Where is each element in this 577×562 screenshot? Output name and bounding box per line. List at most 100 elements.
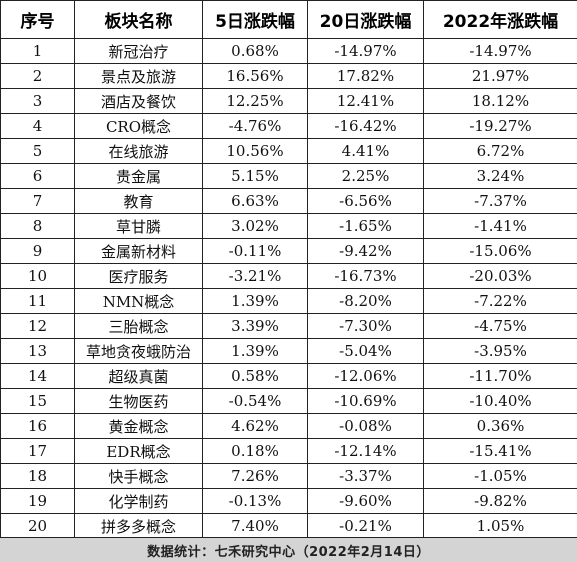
row-index-cell: 16 [0, 413, 75, 439]
change-20day-cell: -5.04% [307, 338, 424, 364]
change-5day-cell: 1.39% [202, 338, 308, 364]
row-index-cell: 14 [0, 363, 75, 389]
change-ytd-cell: -10.40% [423, 388, 577, 414]
row-index-cell: 2 [0, 63, 75, 89]
change-ytd-cell: -15.06% [423, 238, 577, 264]
row-index-cell: 7 [0, 188, 75, 214]
sector-name-cell: 黄金概念 [74, 413, 203, 439]
table-row: 18 快手概念 7.26% -3.37% -1.05% [0, 463, 577, 489]
change-5day-cell: 10.56% [202, 138, 308, 164]
row-index-cell: 5 [0, 138, 75, 164]
change-5day-cell: 7.26% [202, 463, 308, 489]
table-row: 4 CRO概念 -4.76% -16.42% -19.27% [0, 113, 577, 139]
sector-name-cell: 超级真菌 [74, 363, 203, 389]
row-index-cell: 11 [0, 288, 75, 314]
header-20day-change: 20日涨跌幅 [307, 0, 424, 39]
table-row: 1 新冠治疗 0.68% -14.97% -14.97% [0, 38, 577, 64]
change-20day-cell: -8.20% [307, 288, 424, 314]
change-5day-cell: 5.15% [202, 163, 308, 189]
change-20day-cell: -12.06% [307, 363, 424, 389]
table-row: 20 拼多多概念 7.40% -0.21% 1.05% [0, 513, 577, 539]
change-ytd-cell: -9.82% [423, 488, 577, 514]
table-row: 6 贵金属 5.15% 2.25% 3.24% [0, 163, 577, 189]
change-20day-cell: -0.21% [307, 513, 424, 539]
sector-name-cell: 医疗服务 [74, 263, 203, 289]
table-row: 14 超级真菌 0.58% -12.06% -11.70% [0, 363, 577, 389]
sector-name-cell: NMN概念 [74, 288, 203, 314]
change-ytd-cell: 1.05% [423, 513, 577, 539]
change-5day-cell: 4.62% [202, 413, 308, 439]
change-ytd-cell: 3.24% [423, 163, 577, 189]
data-source-footer: 数据统计：七禾研究中心（2022年2月14日） [0, 537, 577, 562]
table-row: 5 在线旅游 10.56% 4.41% 6.72% [0, 138, 577, 164]
row-index-cell: 9 [0, 238, 75, 264]
header-5day-change: 5日涨跌幅 [202, 0, 308, 39]
change-ytd-cell: 21.97% [423, 63, 577, 89]
row-index-cell: 8 [0, 213, 75, 239]
table-row: 17 EDR概念 0.18% -12.14% -15.41% [0, 438, 577, 464]
change-20day-cell: -3.37% [307, 463, 424, 489]
sector-name-cell: 在线旅游 [74, 138, 203, 164]
change-ytd-cell: 6.72% [423, 138, 577, 164]
sector-name-cell: EDR概念 [74, 438, 203, 464]
change-ytd-cell: -4.75% [423, 313, 577, 339]
change-ytd-cell: -1.05% [423, 463, 577, 489]
row-index-cell: 1 [0, 38, 75, 64]
change-5day-cell: 0.68% [202, 38, 308, 64]
row-index-cell: 19 [0, 488, 75, 514]
change-20day-cell: 2.25% [307, 163, 424, 189]
sector-performance-table: 序号 板块名称 5日涨跌幅 20日涨跌幅 2022年涨跌幅 1 新冠治疗 0.68%… [0, 0, 577, 539]
header-ytd-change: 2022年涨跌幅 [423, 0, 577, 39]
change-20day-cell: -14.97% [307, 38, 424, 64]
change-ytd-cell: -14.97% [423, 38, 577, 64]
sector-name-cell: 草地贪夜蛾防治 [74, 338, 203, 364]
row-index-cell: 13 [0, 338, 75, 364]
change-ytd-cell: -3.95% [423, 338, 577, 364]
sector-name-cell: 新冠治疗 [74, 38, 203, 64]
row-index-cell: 17 [0, 438, 75, 464]
row-index-cell: 3 [0, 88, 75, 114]
change-20day-cell: 12.41% [307, 88, 424, 114]
sector-name-cell: 教育 [74, 188, 203, 214]
change-20day-cell: -12.14% [307, 438, 424, 464]
sector-name-cell: 生物医药 [74, 388, 203, 414]
change-ytd-cell: -15.41% [423, 438, 577, 464]
change-20day-cell: 4.41% [307, 138, 424, 164]
change-ytd-cell: 0.36% [423, 413, 577, 439]
change-ytd-cell: -19.27% [423, 113, 577, 139]
table-row: 11 NMN概念 1.39% -8.20% -7.22% [0, 288, 577, 314]
sector-name-cell: 贵金属 [74, 163, 203, 189]
change-ytd-cell: -11.70% [423, 363, 577, 389]
change-5day-cell: -0.54% [202, 388, 308, 414]
change-20day-cell: -16.73% [307, 263, 424, 289]
change-5day-cell: 0.58% [202, 363, 308, 389]
table-row: 10 医疗服务 -3.21% -16.73% -20.03% [0, 263, 577, 289]
change-ytd-cell: -7.22% [423, 288, 577, 314]
table-row: 16 黄金概念 4.62% -0.08% 0.36% [0, 413, 577, 439]
change-20day-cell: -0.08% [307, 413, 424, 439]
sector-name-cell: 景点及旅游 [74, 63, 203, 89]
row-index-cell: 12 [0, 313, 75, 339]
change-5day-cell: 1.39% [202, 288, 308, 314]
sector-name-cell: 拼多多概念 [74, 513, 203, 539]
row-index-cell: 20 [0, 513, 75, 539]
table-row: 19 化学制药 -0.13% -9.60% -9.82% [0, 488, 577, 514]
change-ytd-cell: 18.12% [423, 88, 577, 114]
row-index-cell: 4 [0, 113, 75, 139]
change-5day-cell: -0.11% [202, 238, 308, 264]
sector-name-cell: CRO概念 [74, 113, 203, 139]
change-20day-cell: -1.65% [307, 213, 424, 239]
change-20day-cell: 17.82% [307, 63, 424, 89]
sector-name-cell: 酒店及餐饮 [74, 88, 203, 114]
row-index-cell: 18 [0, 463, 75, 489]
change-5day-cell: 3.39% [202, 313, 308, 339]
change-5day-cell: 3.02% [202, 213, 308, 239]
change-5day-cell: 12.25% [202, 88, 308, 114]
change-5day-cell: 0.18% [202, 438, 308, 464]
table-row: 9 金属新材料 -0.11% -9.42% -15.06% [0, 238, 577, 264]
row-index-cell: 10 [0, 263, 75, 289]
sector-name-cell: 金属新材料 [74, 238, 203, 264]
sector-name-cell: 三胎概念 [74, 313, 203, 339]
row-index-cell: 6 [0, 163, 75, 189]
